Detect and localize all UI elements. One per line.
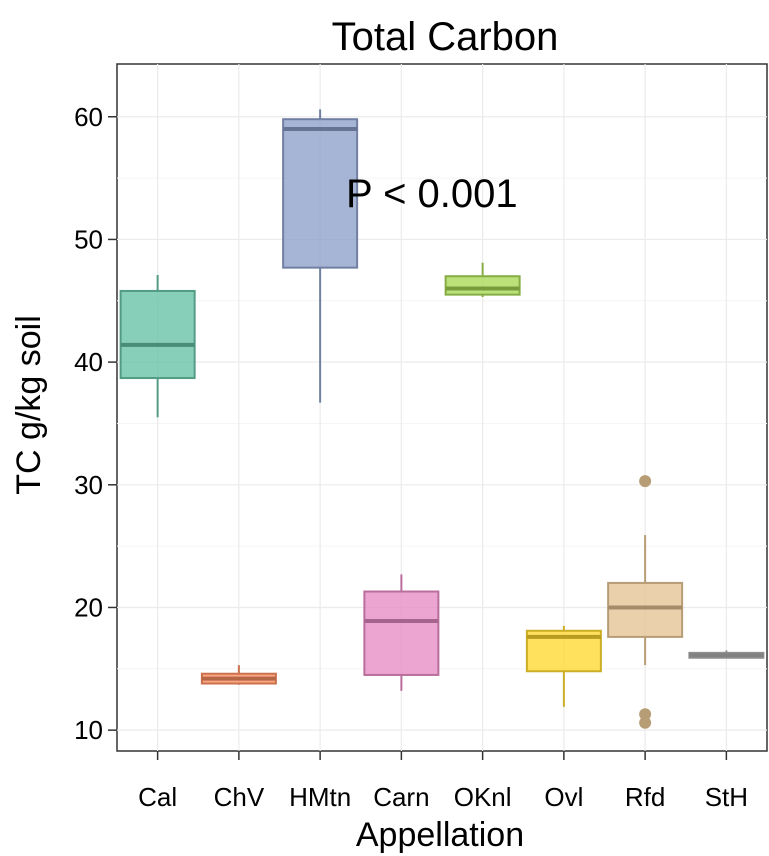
box-body xyxy=(119,289,196,380)
x-tick-label: ChV xyxy=(214,782,265,812)
y-tick-label: 30 xyxy=(74,470,103,500)
grid-lines xyxy=(117,64,767,751)
x-tick-label: Cal xyxy=(138,782,177,812)
box-oknl xyxy=(444,262,521,298)
box-hmtn xyxy=(282,109,359,403)
outlier-point xyxy=(639,716,652,729)
p-value-annotation: P < 0.001 xyxy=(346,172,518,216)
x-tick-label: HMtn xyxy=(289,782,351,812)
x-tick-label: Carn xyxy=(373,782,429,812)
box-rfd xyxy=(607,475,684,729)
box-body xyxy=(363,590,440,676)
box-sth xyxy=(688,650,765,659)
chart-title: Total Carbon xyxy=(332,15,559,59)
x-axis-title: Appellation xyxy=(356,816,524,854)
y-axis: 10 20 30 40 50 60 xyxy=(74,102,117,745)
y-tick-label: 50 xyxy=(74,224,103,254)
box-ovl xyxy=(525,625,602,707)
x-tick-label: Ovl xyxy=(544,782,583,812)
outlier-point xyxy=(639,475,652,488)
box-series xyxy=(119,109,765,729)
box-body xyxy=(282,118,359,269)
x-tick-label: OKnl xyxy=(454,782,512,812)
x-axis: Cal ChV HMtn Carn OKnl Ovl Rfd StH xyxy=(138,751,748,812)
box-body xyxy=(607,581,684,638)
x-tick-label: Rfd xyxy=(625,782,665,812)
box-body xyxy=(444,275,521,296)
box-carn xyxy=(363,574,440,691)
y-axis-title: TC g/kg soil xyxy=(10,315,48,495)
plot-panel xyxy=(116,63,768,752)
box-cal xyxy=(119,275,196,418)
y-tick-label: 40 xyxy=(74,347,103,377)
y-tick-label: 60 xyxy=(74,102,103,132)
y-tick-label: 20 xyxy=(74,592,103,622)
outlier-point xyxy=(639,708,652,721)
box-chv xyxy=(200,665,277,685)
y-tick-label: 10 xyxy=(74,715,103,745)
x-tick-label: StH xyxy=(705,782,748,812)
